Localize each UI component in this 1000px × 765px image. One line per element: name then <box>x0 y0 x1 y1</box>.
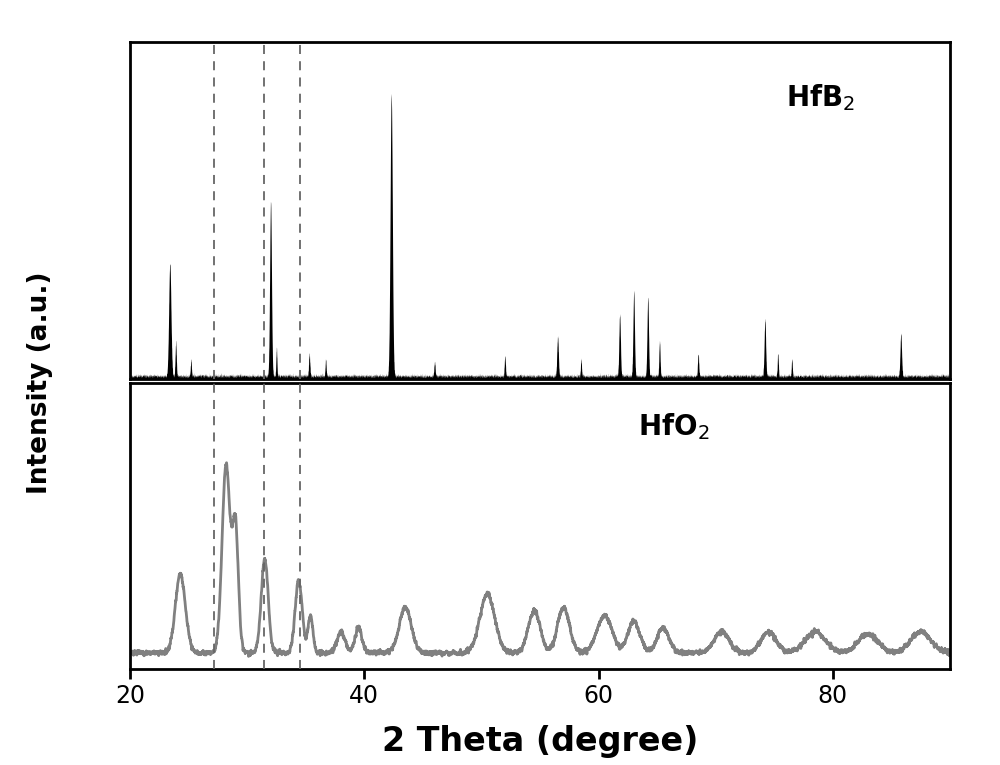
X-axis label: 2 Theta (degree): 2 Theta (degree) <box>382 724 698 757</box>
Text: HfO$_2$: HfO$_2$ <box>638 412 710 442</box>
Text: HfB$_2$: HfB$_2$ <box>786 83 855 113</box>
Text: Intensity (a.u.): Intensity (a.u.) <box>27 272 53 493</box>
